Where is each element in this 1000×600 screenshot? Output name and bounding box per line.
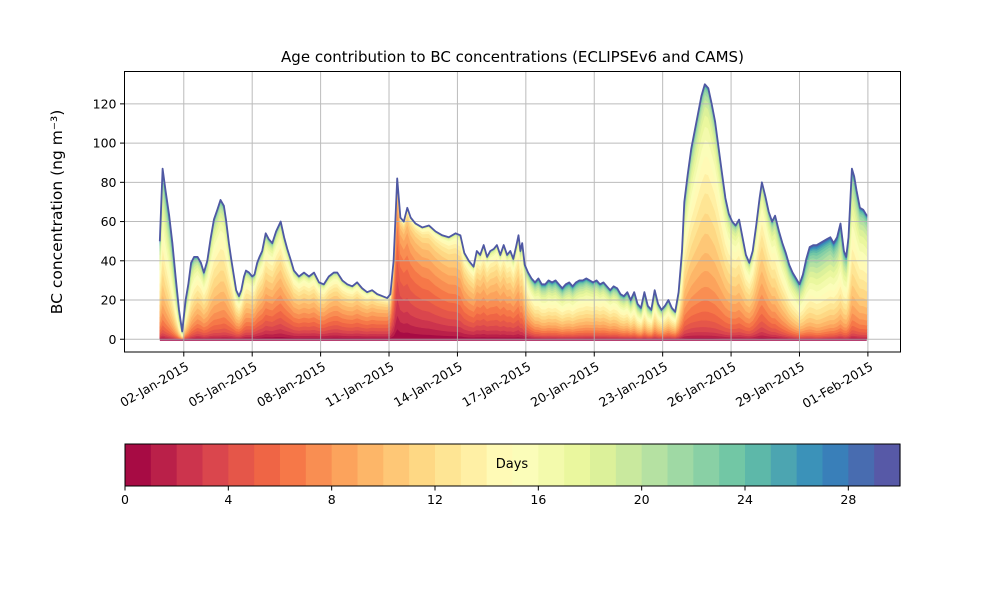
colorbar-segment — [125, 444, 152, 486]
colorbar-segment — [745, 444, 772, 486]
x-tick-label: 29-Jan-2015 — [733, 359, 807, 410]
y-tick-label: 60 — [101, 214, 117, 229]
colorbar-segment — [538, 444, 565, 486]
colorbar-segment — [512, 444, 539, 486]
colorbar-segment — [280, 444, 307, 486]
colorbar-segment — [383, 444, 410, 486]
colorbar: 0 4 8 12 16 20 24 28 — [121, 443, 901, 507]
colorbar-segment — [667, 444, 694, 486]
total-envelope-line — [158, 83, 868, 333]
colorbar-outline — [124, 443, 901, 487]
colorbar-segment — [615, 444, 643, 486]
chart-title: Age contribution to BC concentrations (E… — [281, 48, 744, 66]
colorbar-segment — [719, 444, 746, 486]
axes-spines — [124, 71, 901, 353]
y-axis-label: BC concentration (ng m⁻³) — [48, 109, 66, 315]
colorbar-segment — [409, 444, 436, 486]
y-tick-label: 80 — [101, 175, 117, 190]
x-tick-label: 01-Feb-2015 — [800, 359, 876, 411]
colorbar-tick-label: 8 — [328, 492, 336, 507]
colorbar-segment — [150, 444, 178, 486]
x-tick-label: 08-Jan-2015 — [254, 359, 328, 410]
colorbar-segment — [564, 444, 591, 486]
y-tick-label: 120 — [93, 96, 117, 111]
colorbar-tick-label: 20 — [634, 492, 650, 507]
x-tick-label: 17-Jan-2015 — [459, 359, 533, 410]
x-tick-label: 23-Jan-2015 — [596, 359, 670, 410]
x-tick-label: 02-Jan-2015 — [117, 359, 191, 410]
colorbar-segment — [822, 444, 849, 486]
colorbar-label: Days — [495, 457, 529, 472]
colorbar-tick-label: 4 — [224, 492, 232, 507]
colorbar-tick-label: 24 — [737, 492, 753, 507]
colorbar-segment — [176, 444, 204, 486]
y-tick-label: 40 — [101, 253, 117, 268]
stacked-area-layers — [159, 83, 868, 341]
x-tick-label: 14-Jan-2015 — [391, 359, 465, 410]
colorbar-segment — [331, 444, 359, 486]
colorbar-segment — [254, 444, 281, 486]
colorbar-tick-label: 16 — [530, 492, 546, 507]
colorbar-segment — [641, 444, 669, 486]
x-tick-label: 20-Jan-2015 — [528, 359, 602, 410]
colorbar-segment — [796, 444, 824, 486]
colorbar-segment — [460, 444, 488, 486]
y-tick-label: 100 — [93, 136, 117, 151]
colorbar-tick-label: 0 — [121, 492, 129, 507]
colorbar-tick-label: 28 — [840, 492, 856, 507]
gridlines — [124, 71, 901, 352]
colorbar-segment — [202, 444, 229, 486]
colorbar-segment — [305, 444, 333, 486]
x-tick-label: 05-Jan-2015 — [186, 359, 260, 410]
y-tick-label: 0 — [109, 332, 117, 347]
x-tick-label: 26-Jan-2015 — [665, 359, 739, 410]
colorbar-segment — [435, 444, 462, 486]
colorbar-segment — [486, 444, 514, 486]
colorbar-segment — [693, 444, 720, 486]
colorbar-tick-label: 12 — [427, 492, 443, 507]
colorbar-segment — [357, 444, 384, 486]
y-tick-label: 20 — [101, 293, 117, 308]
colorbar-segment — [590, 444, 617, 486]
colorbar-segment — [874, 444, 901, 486]
colorbar-segment — [848, 444, 875, 486]
x-tick-label: 11-Jan-2015 — [323, 359, 397, 410]
colorbar-segment — [770, 444, 798, 486]
colorbar-segment — [228, 444, 255, 486]
